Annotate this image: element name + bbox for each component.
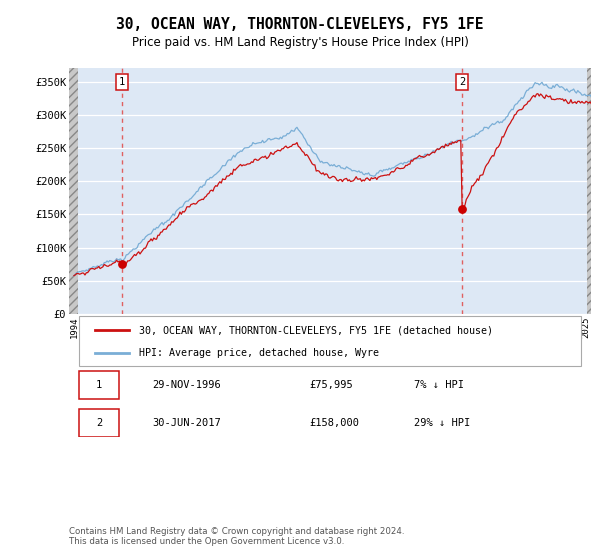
- Point: [118, 259, 127, 268]
- FancyBboxPatch shape: [79, 371, 119, 399]
- Text: £158,000: £158,000: [309, 418, 359, 428]
- Text: HPI: Average price, detached house, Wyre: HPI: Average price, detached house, Wyre: [139, 348, 379, 358]
- FancyBboxPatch shape: [79, 409, 119, 437]
- Bar: [69, 68, 78, 314]
- Bar: [587, 68, 591, 314]
- Text: 1: 1: [96, 380, 102, 390]
- Text: 29% ↓ HPI: 29% ↓ HPI: [413, 418, 470, 428]
- Point: [457, 204, 467, 213]
- Text: 30, OCEAN WAY, THORNTON-CLEVELEYS, FY5 1FE: 30, OCEAN WAY, THORNTON-CLEVELEYS, FY5 1…: [116, 17, 484, 32]
- FancyBboxPatch shape: [79, 316, 581, 366]
- Text: Price paid vs. HM Land Registry's House Price Index (HPI): Price paid vs. HM Land Registry's House …: [131, 36, 469, 49]
- Text: 30, OCEAN WAY, THORNTON-CLEVELEYS, FY5 1FE (detached house): 30, OCEAN WAY, THORNTON-CLEVELEYS, FY5 1…: [139, 325, 493, 335]
- Text: 2: 2: [459, 77, 465, 87]
- Text: 29-NOV-1996: 29-NOV-1996: [152, 380, 221, 390]
- Text: 2: 2: [96, 418, 102, 428]
- Text: 7% ↓ HPI: 7% ↓ HPI: [413, 380, 464, 390]
- Text: Contains HM Land Registry data © Crown copyright and database right 2024.
This d: Contains HM Land Registry data © Crown c…: [69, 526, 404, 546]
- Text: 30-JUN-2017: 30-JUN-2017: [152, 418, 221, 428]
- Text: 1: 1: [119, 77, 125, 87]
- Text: £75,995: £75,995: [309, 380, 353, 390]
